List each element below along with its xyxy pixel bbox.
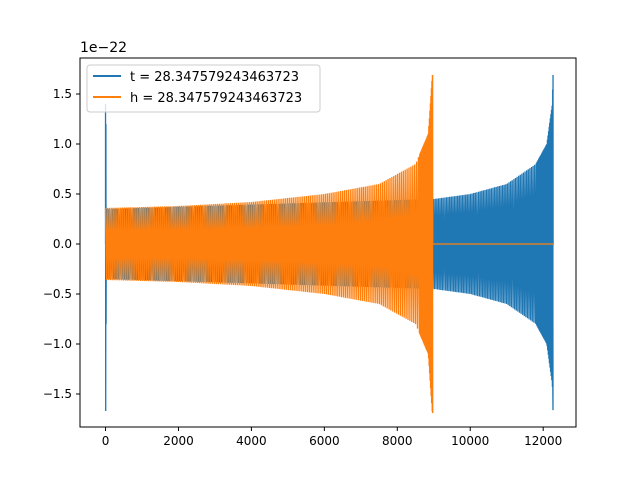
x-tick-label: 12000 [524, 434, 562, 448]
legend-label-t: t = 28.347579243463723 [130, 70, 299, 85]
x-tick-label: 2000 [163, 434, 194, 448]
y-tick-label: −1.5 [43, 387, 72, 401]
y-tick-label: −1.0 [43, 337, 72, 351]
axes-frame [79, 57, 577, 428]
x-tick-label: 8000 [382, 434, 413, 448]
y-scale-label: 1e−22 [80, 40, 127, 56]
legend: t = 28.347579243463723 h = 28.3475792434… [86, 64, 321, 113]
y-tick-label: 1.5 [53, 87, 72, 101]
x-tick-label: 0 [102, 434, 110, 448]
plot-area [104, 74, 554, 414]
y-tick-label: 1.0 [53, 137, 72, 151]
y-tick-label: −0.5 [43, 287, 72, 301]
legend-box [86, 64, 321, 113]
legend-label-h: h = 28.347579243463723 [130, 91, 302, 106]
axes: 0 2000 4000 6000 8000 10000 12000 −1.5 −1.0 −0.5 0… [43, 57, 577, 448]
x-tick-label: 6000 [309, 434, 340, 448]
y-tick-label: 0.5 [53, 187, 72, 201]
x-tick-label: 10000 [451, 434, 489, 448]
y-tick-label: 0.0 [53, 237, 72, 251]
x-tick-label: 4000 [236, 434, 267, 448]
